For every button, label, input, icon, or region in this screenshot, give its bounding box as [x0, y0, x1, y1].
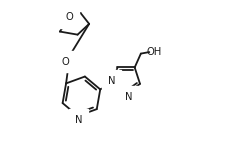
Text: N: N [125, 92, 132, 102]
Text: O: O [65, 12, 73, 22]
Text: N: N [75, 115, 82, 125]
Text: N: N [107, 76, 115, 86]
Text: O: O [61, 57, 69, 67]
Text: OH: OH [145, 47, 161, 57]
